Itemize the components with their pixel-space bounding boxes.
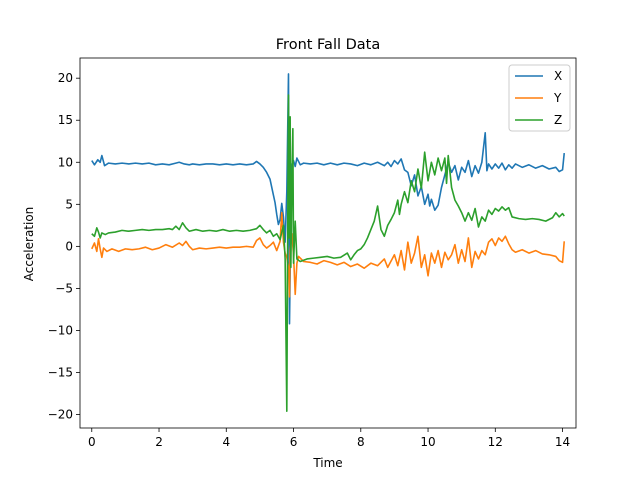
legend-label-y: Y [553, 91, 562, 105]
x-tick-label: 12 [488, 435, 503, 449]
x-tick-label: 6 [290, 435, 298, 449]
x-tick-label: 2 [155, 435, 163, 449]
x-tick-label: 8 [357, 435, 365, 449]
x-axis-label: Time [312, 456, 342, 470]
y-tick-label: −20 [48, 408, 73, 422]
plot-area [91, 73, 566, 412]
series-line-x [91, 73, 566, 325]
x-tick-label: 4 [222, 435, 230, 449]
chart-title: Front Fall Data [276, 37, 380, 53]
legend-label-z: Z [554, 113, 562, 127]
y-tick-label: 0 [65, 239, 73, 253]
x-tick-label: 14 [555, 435, 570, 449]
y-tick-label: 10 [58, 155, 73, 169]
y-tick-label: 15 [58, 113, 73, 127]
legend: XYZ [508, 64, 571, 132]
series-line-y [91, 211, 566, 298]
axes-frame [79, 57, 577, 429]
series-line-z [91, 94, 565, 412]
x-tick-label: 10 [420, 435, 435, 449]
y-tick-label: 5 [65, 197, 73, 211]
y-tick-label: −15 [48, 366, 73, 380]
y-tick-label: 20 [58, 71, 73, 85]
y-tick-label: −5 [55, 281, 73, 295]
legend-label-x: X [554, 69, 562, 83]
y-axis-label: Acceleration [22, 207, 36, 282]
y-axis-ticks: −20 −15 −10 −5 0 5 10 15 20 [48, 71, 80, 422]
x-tick-label: 0 [88, 435, 96, 449]
y-tick-label: −10 [48, 323, 73, 337]
x-axis-ticks: 0 2 4 6 8 10 12 14 [88, 428, 570, 449]
